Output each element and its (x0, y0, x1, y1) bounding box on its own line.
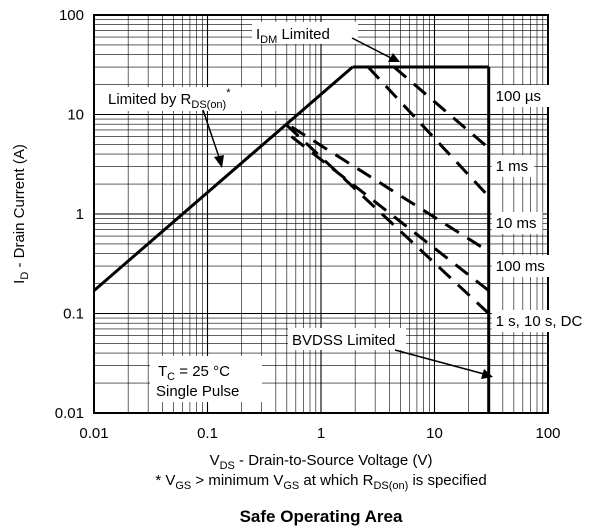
x-axis-title: VDS - Drain-to-Source Voltage (V) (210, 452, 433, 472)
bvdss-arrow-head (481, 369, 493, 379)
x-tick-label: 10 (426, 425, 443, 442)
curve-label: 100 ms (496, 258, 545, 275)
curve-label: 100 µs (496, 88, 541, 105)
bvdss-arrow (395, 350, 484, 374)
x-tick-labels: 0.01 0.1 1 10 100 (79, 425, 560, 442)
series-1-ms (368, 67, 489, 197)
x-tick-label: 1 (317, 425, 325, 442)
curve-label: 10 ms (496, 215, 537, 232)
y-tick-label: 1 (76, 206, 84, 223)
grid (94, 15, 548, 413)
curve-label: 1 ms (496, 158, 529, 175)
rds-arrow (203, 110, 220, 160)
y-tick-labels: 0.01 0.1 1 10 100 (55, 7, 84, 422)
x-tick-label: 0.01 (79, 425, 108, 442)
chart-title: Safe Operating Area (240, 507, 403, 526)
series-1-s-10-s-dc (287, 125, 489, 313)
idm-arrow (352, 38, 391, 58)
series-100-s (394, 67, 489, 148)
rds-arrow-head (214, 155, 224, 168)
x-tick-label: 100 (535, 425, 560, 442)
y-axis-title: ID - Drain Current (A) (11, 144, 31, 284)
curve-label: 1 s, 10 s, DC (496, 313, 583, 330)
y-tick-label: 10 (67, 107, 84, 124)
footnote: * VGS > minimum VGS at which RDS(on) is … (155, 472, 486, 492)
y-tick-label: 0.01 (55, 405, 84, 422)
y-tick-label: 100 (59, 7, 84, 24)
bvdss-label: BVDSS Limited (292, 332, 395, 349)
curve-labels: 100 µs 1 ms 10 ms 100 ms 1 s, 10 s, DC (492, 85, 611, 332)
x-tick-label: 0.1 (197, 425, 218, 442)
pulse-label: Single Pulse (156, 383, 239, 400)
y-tick-label: 0.1 (63, 306, 84, 323)
